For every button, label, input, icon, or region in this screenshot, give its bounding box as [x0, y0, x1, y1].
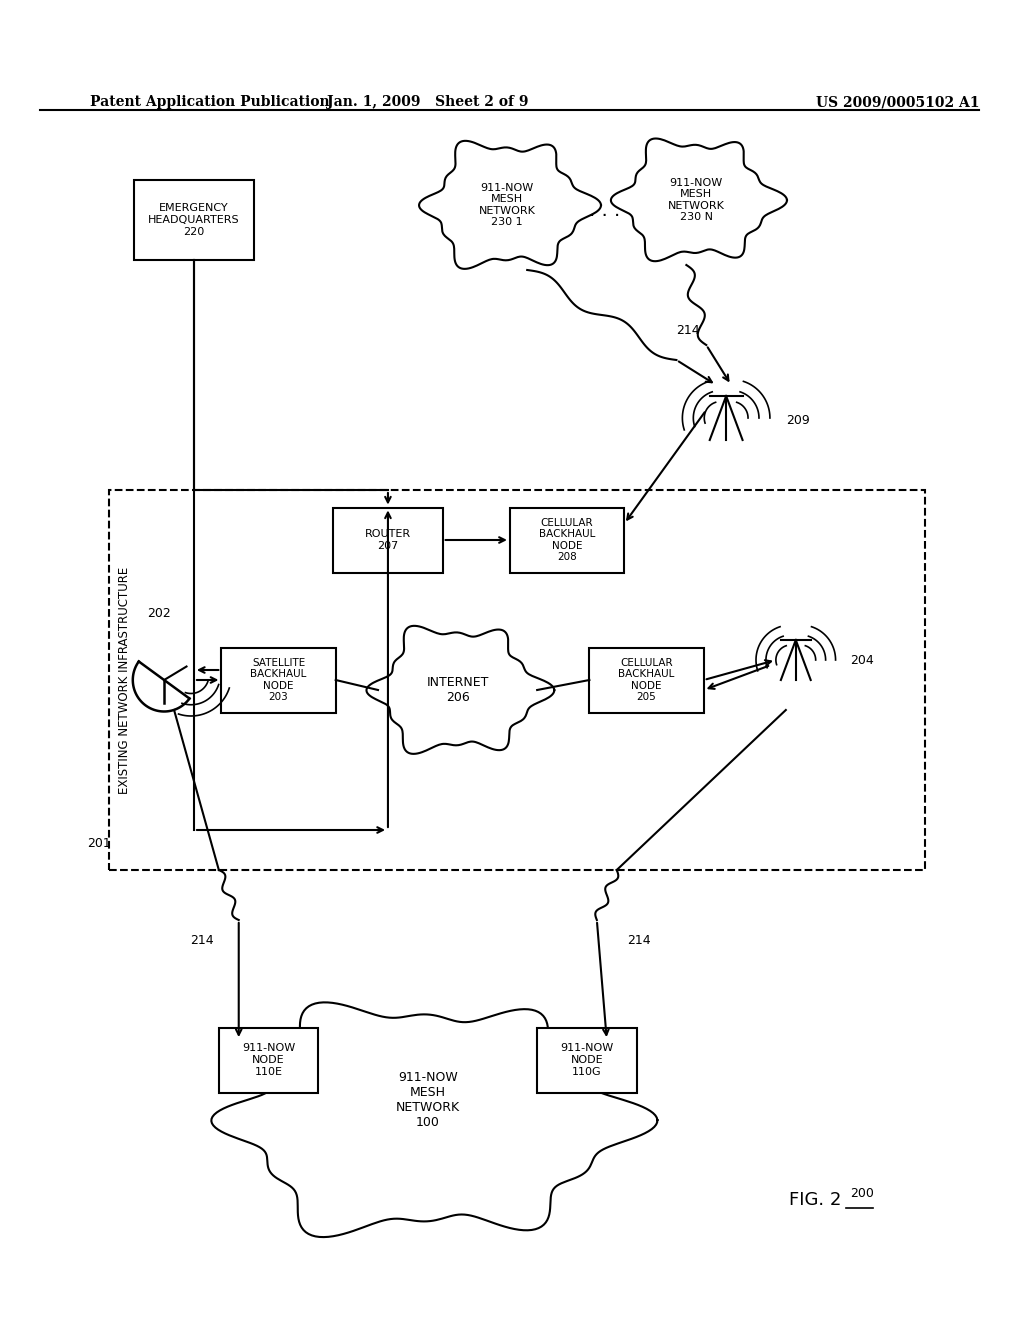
FancyBboxPatch shape: [134, 180, 254, 260]
Polygon shape: [211, 1002, 657, 1237]
Text: 201: 201: [88, 837, 112, 850]
FancyBboxPatch shape: [219, 1027, 318, 1093]
Text: EMERGENCY
HEADQUARTERS
220: EMERGENCY HEADQUARTERS 220: [148, 203, 240, 236]
Text: 911-NOW
MESH
NETWORK
230 1: 911-NOW MESH NETWORK 230 1: [479, 182, 536, 227]
Text: FIG. 2: FIG. 2: [790, 1191, 842, 1209]
Polygon shape: [419, 141, 601, 269]
Text: Patent Application Publication: Patent Application Publication: [89, 95, 329, 110]
Text: Jan. 1, 2009   Sheet 2 of 9: Jan. 1, 2009 Sheet 2 of 9: [327, 95, 528, 110]
Text: US 2009/0005102 A1: US 2009/0005102 A1: [816, 95, 979, 110]
Text: SATELLITE
BACKHAUL
NODE
203: SATELLITE BACKHAUL NODE 203: [250, 657, 307, 702]
Text: ROUTER
207: ROUTER 207: [365, 529, 411, 550]
FancyBboxPatch shape: [333, 507, 442, 573]
FancyBboxPatch shape: [221, 648, 336, 713]
Text: EXISTING NETWORK INFRASTRUCTURE: EXISTING NETWORK INFRASTRUCTURE: [118, 566, 131, 793]
FancyBboxPatch shape: [510, 507, 625, 573]
Text: 911-NOW
MESH
NETWORK
100: 911-NOW MESH NETWORK 100: [395, 1071, 460, 1129]
Text: INTERNET
206: INTERNET 206: [426, 676, 488, 704]
Text: 911-NOW
MESH
NETWORK
230 N: 911-NOW MESH NETWORK 230 N: [668, 178, 725, 222]
Text: 214: 214: [677, 323, 700, 337]
Text: 911-NOW
NODE
110E: 911-NOW NODE 110E: [242, 1043, 295, 1077]
Polygon shape: [611, 139, 787, 261]
FancyBboxPatch shape: [538, 1027, 637, 1093]
Text: CELLULAR
BACKHAUL
NODE
205: CELLULAR BACKHAUL NODE 205: [618, 657, 675, 702]
Text: 911-NOW
NODE
110G: 911-NOW NODE 110G: [560, 1043, 613, 1077]
Text: 214: 214: [627, 933, 650, 946]
Polygon shape: [367, 626, 554, 754]
Text: CELLULAR
BACKHAUL
NODE
208: CELLULAR BACKHAUL NODE 208: [539, 517, 595, 562]
Text: 202: 202: [147, 607, 171, 620]
Text: 214: 214: [190, 933, 214, 946]
Text: 200: 200: [851, 1187, 874, 1200]
Text: 204: 204: [851, 653, 874, 667]
Text: 209: 209: [785, 413, 810, 426]
Text: . . .: . . .: [589, 201, 621, 219]
FancyBboxPatch shape: [590, 648, 703, 713]
